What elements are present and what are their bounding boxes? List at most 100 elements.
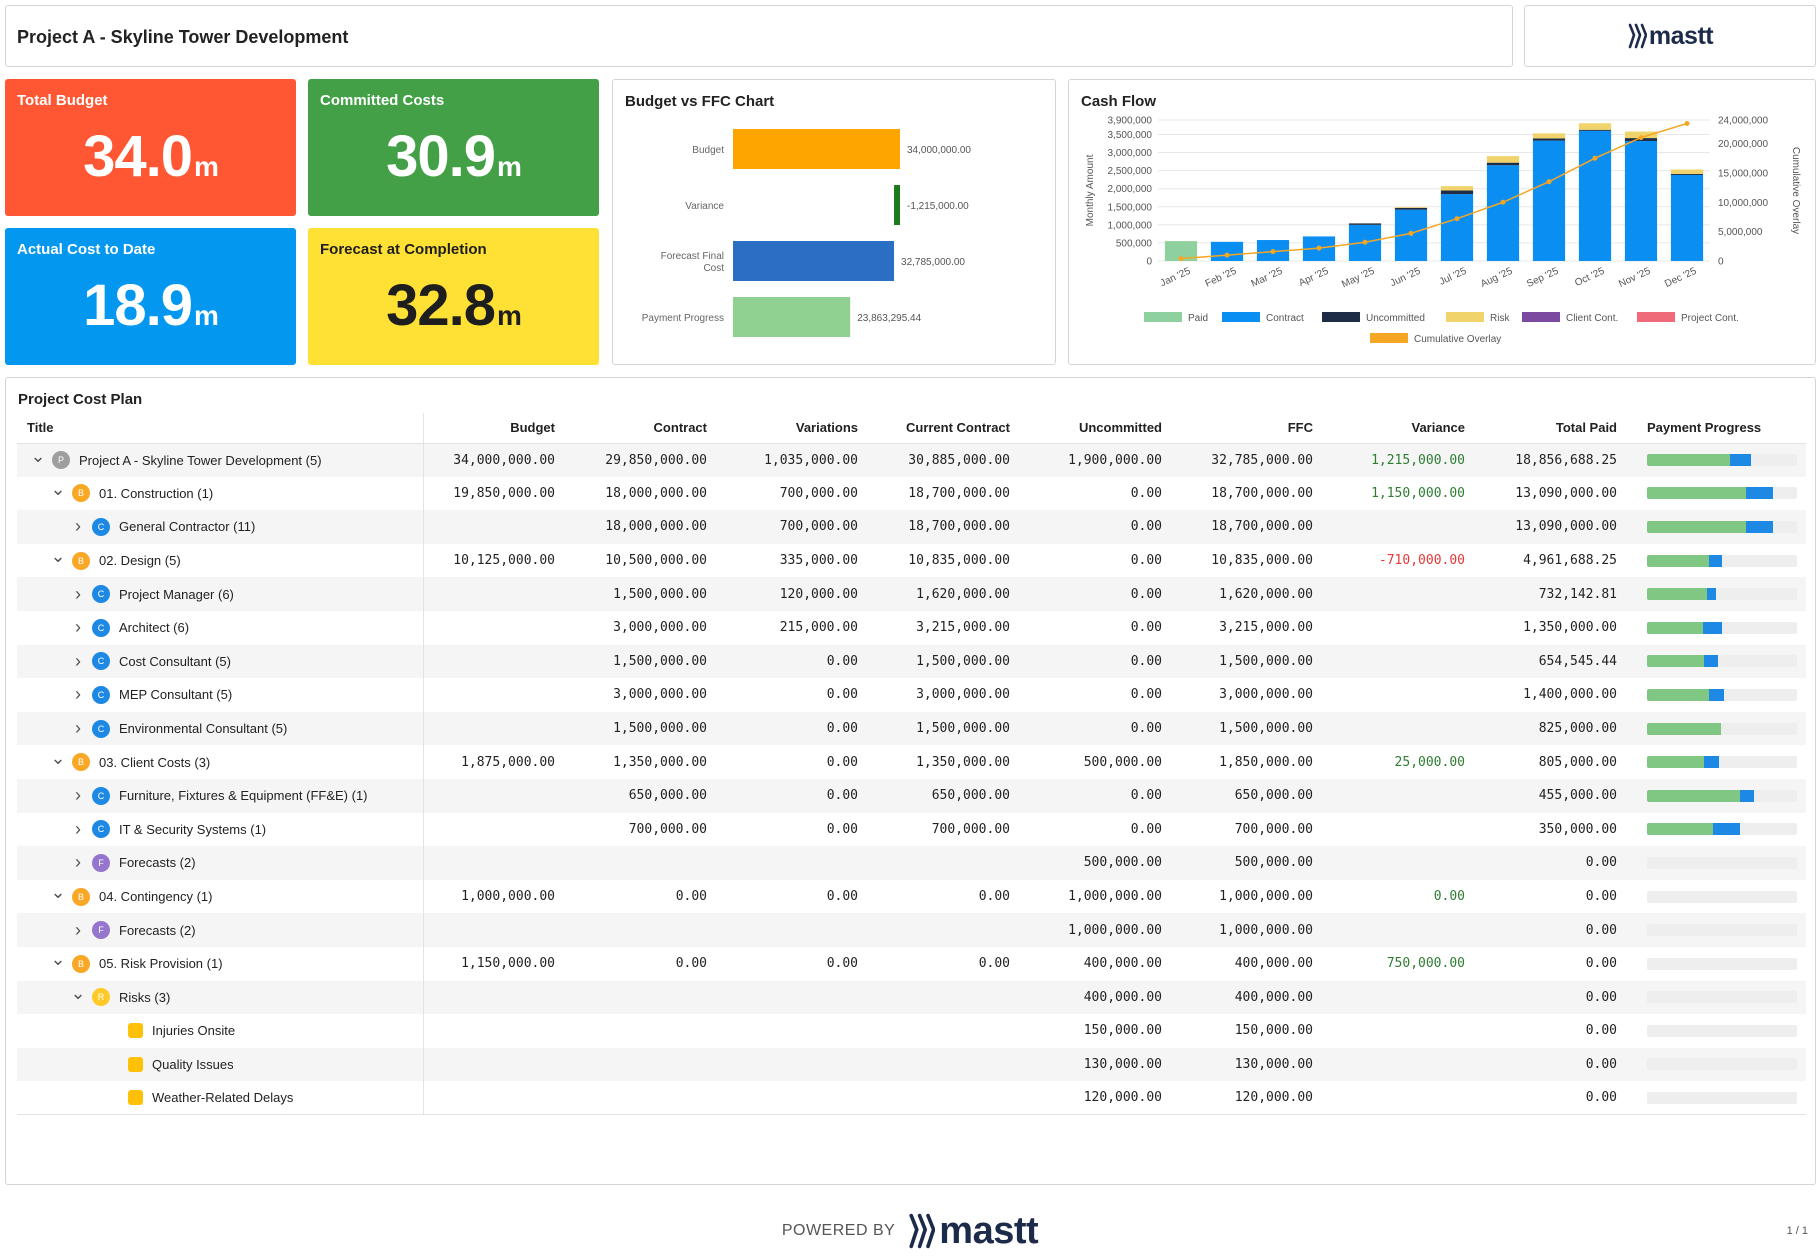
progress-paid-fill bbox=[1647, 520, 1746, 533]
chevron-down-icon[interactable]: ⌄ bbox=[50, 882, 66, 903]
cell-budget bbox=[423, 577, 573, 611]
table-row[interactable]: › C Architect (6) 3,000,000.00 215,000.00 3,2… bbox=[17, 610, 1806, 645]
chevron-right-icon[interactable]: › bbox=[75, 516, 81, 537]
cell-current bbox=[876, 980, 1028, 1015]
table-row[interactable]: ⌄ B 02. Design (5) 10,125,000.00 10,500,000.… bbox=[17, 543, 1806, 578]
table-row[interactable]: › C IT & Security Systems (1) 700,000.00 0.0… bbox=[17, 812, 1806, 847]
cell-variance bbox=[1331, 678, 1483, 712]
chevron-down-icon[interactable]: ⌄ bbox=[50, 546, 66, 567]
cash-flow-bar-segment bbox=[1486, 165, 1520, 261]
table-row[interactable]: › C Furniture, Fixtures & Equipment (FF&E)… bbox=[17, 778, 1806, 813]
cell-uncommitted: 500,000.00 bbox=[1028, 846, 1180, 880]
column-header[interactable]: FFC bbox=[1180, 413, 1331, 444]
cell-ffc: 1,000,000.00 bbox=[1219, 889, 1313, 905]
column-header[interactable]: Uncommitted bbox=[1028, 413, 1180, 444]
cell-current: 650,000.00 bbox=[876, 778, 1028, 813]
cash-flow-bar-segment bbox=[1578, 123, 1612, 130]
table-row[interactable]: Quality Issues 130,000.00 130,000.00 0.00 bbox=[17, 1047, 1806, 1082]
row-title: IT & Security Systems (1) bbox=[119, 821, 267, 837]
payment-progress-bar bbox=[1647, 1024, 1797, 1037]
y-tick-label: 0 bbox=[1146, 257, 1152, 268]
chevron-right-icon[interactable]: › bbox=[75, 617, 81, 638]
cell-paid: 0.00 bbox=[1483, 980, 1635, 1015]
payment-progress-bar bbox=[1647, 991, 1797, 1004]
chevron-right-icon[interactable]: › bbox=[75, 684, 81, 705]
table-row[interactable]: ⌄ P Project A - Skyline Tower Development … bbox=[17, 443, 1806, 477]
y-axis-label: Monthly Amount bbox=[1085, 154, 1096, 226]
chevron-down-icon[interactable]: ⌄ bbox=[50, 949, 66, 970]
column-header[interactable]: Payment Progress bbox=[1635, 413, 1806, 444]
progress-contract-fill bbox=[1708, 688, 1724, 701]
cell-contract: 18,000,000.00 bbox=[605, 485, 707, 501]
cell-current: 3,215,000.00 bbox=[916, 620, 1010, 636]
cell-variance bbox=[1331, 846, 1483, 880]
payment-progress-cell bbox=[1635, 544, 1806, 578]
chevron-down-icon[interactable]: ⌄ bbox=[50, 747, 66, 768]
y2-axis-label: Cumulative Overlay bbox=[1790, 147, 1801, 234]
type-badge-icon: C bbox=[92, 786, 110, 805]
payment-progress-bar bbox=[1647, 487, 1797, 500]
table-row[interactable]: › C General Contractor (11) 18,000,000.00 70… bbox=[17, 510, 1806, 544]
type-badge-icon: B bbox=[72, 551, 90, 570]
progress-paid-fill bbox=[1647, 756, 1704, 769]
column-header[interactable]: Variance bbox=[1331, 413, 1483, 444]
table-row[interactable]: ⌄ B 03. Client Costs (3) 1,875,000.00 1,350,… bbox=[17, 745, 1806, 779]
table-row[interactable]: › C Project Manager (6) 1,500,000.00 120,000… bbox=[17, 577, 1806, 611]
cell-variations: 335,000.00 bbox=[779, 553, 858, 569]
chevron-right-icon[interactable]: › bbox=[75, 583, 81, 604]
progress-contract-fill bbox=[1708, 554, 1722, 567]
chevron-down-icon[interactable]: ⌄ bbox=[50, 478, 66, 499]
cash-flow-bar-segment bbox=[1486, 156, 1520, 163]
chevron-right-icon[interactable]: › bbox=[75, 718, 81, 739]
row-title-cell: ⌄ P Project A - Skyline Tower Development … bbox=[17, 443, 424, 477]
budget-vs-ffc-svg: Budget 34,000,000.00 Variance -1,215,000.00… bbox=[642, 129, 971, 337]
column-header[interactable]: Budget bbox=[423, 413, 573, 444]
column-header[interactable]: Title bbox=[17, 413, 424, 444]
table-row[interactable]: ⌄ R Risks (3) 400,000.00 400,000.00 0.00 bbox=[17, 980, 1806, 1015]
chevron-down-icon[interactable]: ⌄ bbox=[70, 982, 86, 1003]
cumulative-point bbox=[1638, 135, 1644, 141]
table-row[interactable]: ⌄ B 04. Contingency (1) 1,000,000.00 0.00 0.0… bbox=[17, 879, 1806, 914]
cell-variations: 0.00 bbox=[725, 778, 876, 813]
chevron-right-icon[interactable]: › bbox=[75, 650, 81, 671]
row-title: MEP Consultant (5) bbox=[119, 687, 233, 703]
legend-swatch bbox=[1322, 312, 1360, 322]
cell-uncommitted: 120,000.00 bbox=[1028, 1081, 1180, 1116]
chevron-right-icon[interactable]: › bbox=[75, 818, 81, 839]
cell-variance bbox=[1331, 913, 1483, 947]
legend-swatch bbox=[1446, 312, 1484, 322]
table-row[interactable]: › F Forecasts (2) 500,000.00 500,000.00 0.00 bbox=[17, 846, 1806, 880]
cell-ffc: 500,000.00 bbox=[1180, 846, 1331, 880]
table-row[interactable]: › C MEP Consultant (5) 3,000,000.00 0.00 3,00… bbox=[17, 678, 1806, 712]
table-row[interactable]: › F Forecasts (2) 1,000,000.00 1,000,000.00 0… bbox=[17, 913, 1806, 947]
column-header[interactable]: Contract bbox=[573, 413, 725, 444]
legend-swatch bbox=[1144, 312, 1182, 322]
chevron-right-icon[interactable]: › bbox=[75, 919, 81, 940]
row-title-cell: › C MEP Consultant (5) bbox=[17, 678, 424, 712]
cell-contract bbox=[573, 980, 725, 1015]
cell-variance: 1,150,000.00 bbox=[1371, 485, 1465, 501]
cash-flow-bar-segment bbox=[1164, 241, 1198, 261]
chevron-right-icon[interactable]: › bbox=[75, 785, 81, 806]
table-row[interactable]: › C Environmental Consultant (5) 1,500,000.… bbox=[17, 711, 1806, 746]
bar-category-label: Variance bbox=[685, 201, 724, 212]
chevron-right-icon[interactable]: › bbox=[75, 852, 81, 873]
type-badge-icon: C bbox=[92, 618, 110, 637]
table-row[interactable]: › C Cost Consultant (5) 1,500,000.00 0.00 1,5… bbox=[17, 644, 1806, 679]
cell-current: 1,500,000.00 bbox=[876, 711, 1028, 746]
type-badge-icon: C bbox=[92, 585, 110, 604]
table-row[interactable]: ⌄ B 01. Construction (1) 19,850,000.00 18,00… bbox=[17, 476, 1806, 511]
row-title-cell: ⌄ B 02. Design (5) bbox=[17, 543, 424, 578]
y2-tick-label: 24,000,000 bbox=[1718, 116, 1768, 127]
chevron-down-icon[interactable]: ⌄ bbox=[30, 445, 46, 466]
progress-paid-fill bbox=[1647, 655, 1704, 668]
table-row[interactable]: Injuries Onsite 150,000.00 150,000.00 0.00 bbox=[17, 1014, 1806, 1048]
table-row[interactable]: ⌄ B 05. Risk Provision (1) 1,150,000.00 0.00… bbox=[17, 946, 1806, 981]
cell-paid: 13,090,000.00 bbox=[1515, 485, 1617, 501]
column-header[interactable]: Current Contract bbox=[876, 413, 1028, 444]
table-row[interactable]: Weather-Related Delays 120,000.00 120,000.… bbox=[17, 1081, 1806, 1116]
payment-progress-bar bbox=[1647, 655, 1797, 668]
column-header[interactable]: Total Paid bbox=[1483, 413, 1635, 444]
progress-paid-fill bbox=[1647, 688, 1709, 701]
column-header[interactable]: Variations bbox=[725, 413, 876, 444]
